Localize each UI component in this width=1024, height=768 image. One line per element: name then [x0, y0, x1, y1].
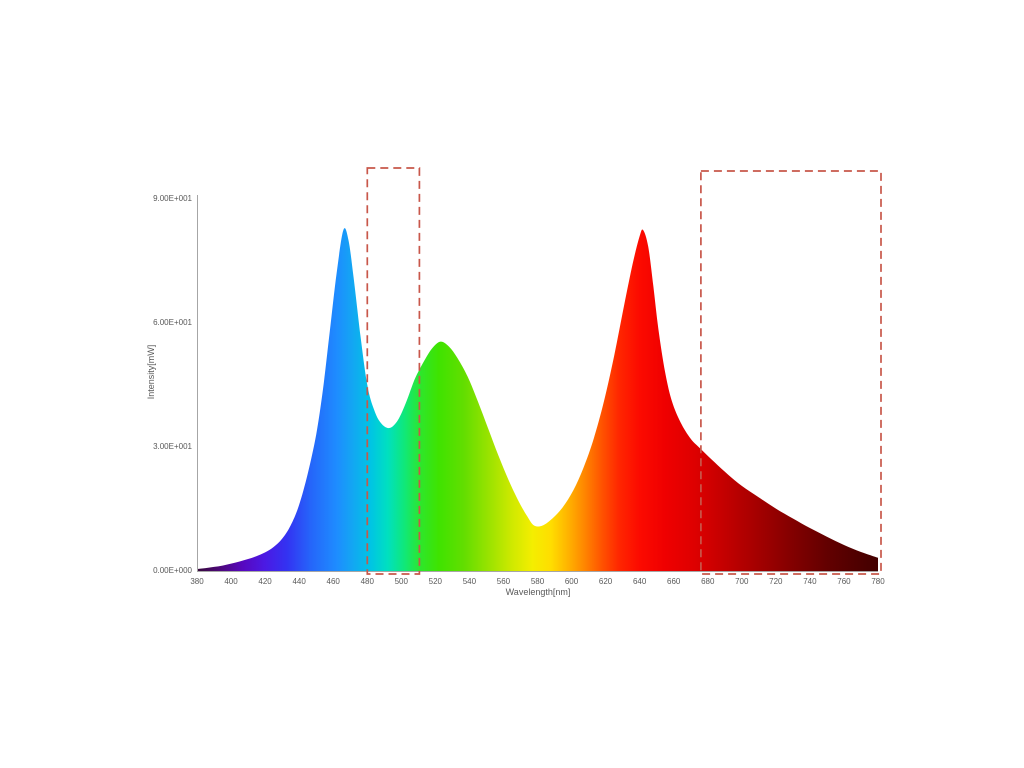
y-tick-label: 6.00E+001	[153, 318, 192, 327]
x-tick-label: 380	[190, 577, 204, 586]
x-tick-label: 420	[258, 577, 272, 586]
y-tick-label: 0.00E+000	[153, 566, 192, 575]
x-tick-label: 600	[564, 577, 579, 586]
x-tick-label: 780	[871, 577, 885, 586]
x-tick-label: 540	[462, 577, 477, 586]
y-axis-title: Intensity[mW]	[146, 344, 156, 400]
x-tick-label: 560	[496, 577, 511, 586]
x-tick-label: 760	[837, 577, 851, 586]
spectrum-area	[197, 228, 878, 571]
x-tick-label: 620	[598, 577, 613, 586]
x-tick-label: 580	[530, 577, 545, 586]
x-tick-label: 500	[394, 577, 408, 586]
x-tick-label: 700	[735, 577, 749, 586]
x-tick-label: 640	[632, 577, 647, 586]
highlight-region-1	[366, 167, 421, 575]
x-axis-title: Wavelength[nm]	[505, 587, 571, 597]
x-tick-label: 740	[803, 577, 817, 586]
highlight-region-2	[700, 170, 882, 575]
x-tick-label: 720	[769, 577, 783, 586]
x-tick-label: 660	[667, 577, 681, 586]
x-tick-label: 480	[360, 577, 374, 586]
x-tick-label: 680	[701, 577, 715, 586]
x-tick-label: 460	[326, 577, 340, 586]
y-tick-label: 3.00E+001	[153, 442, 192, 451]
x-tick-label: 440	[292, 577, 306, 586]
x-tick-label: 520	[428, 577, 443, 586]
x-tick-label: 400	[224, 577, 238, 586]
y-tick-label: 9.00E+001	[153, 194, 192, 203]
